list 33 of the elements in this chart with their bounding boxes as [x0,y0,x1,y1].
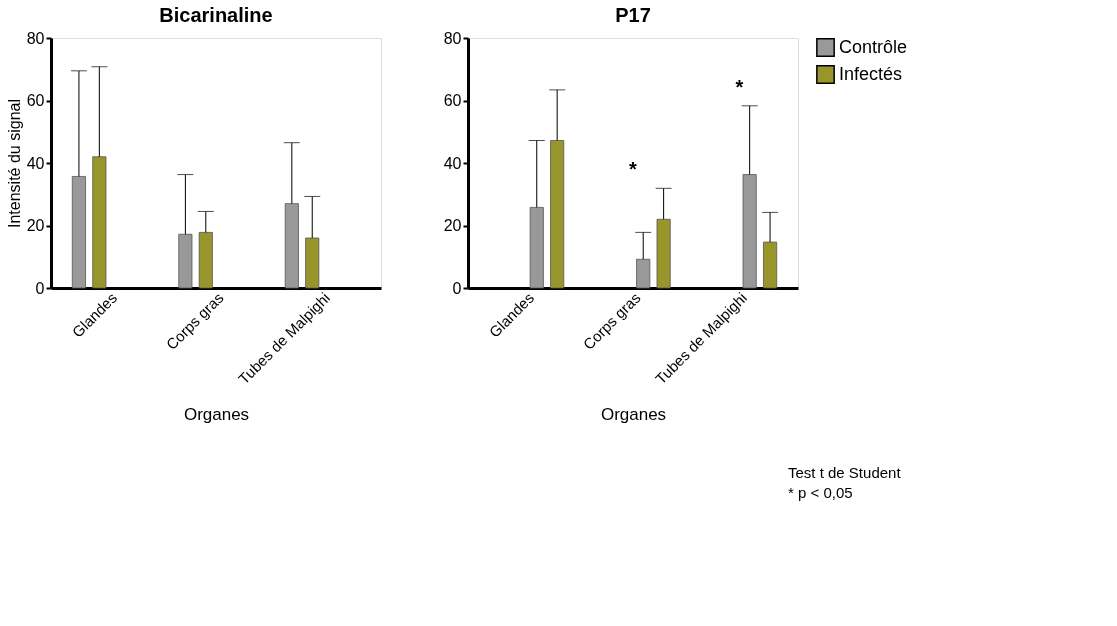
bar [656,218,671,289]
y-tick-label: 40 [443,154,462,172]
chart-title: Bicarinaline [159,4,273,26]
chart-title: P17 [615,4,651,26]
bar [284,203,299,289]
text: Test t de Student [788,464,902,481]
bar [763,241,778,289]
bar [178,233,193,289]
bar [529,206,544,289]
y-tick-label: 20 [443,217,462,234]
y-tick-label: 80 [443,29,462,47]
y-tick-label: 60 [26,92,45,109]
bar [198,231,213,289]
y-tick-label: 0 [452,279,462,297]
y-tick-label: 40 [26,154,45,172]
bar [636,258,651,289]
bar [550,140,565,289]
x-axis-title: Organes [183,405,250,425]
bar [742,174,757,289]
text: * p < 0,05 [788,484,853,501]
legend-label: Infectés [839,63,903,84]
annotation: * [629,158,638,181]
x-axis-title: Organes [600,405,667,425]
bar [92,156,107,289]
legend-label: Contrôle [839,36,908,57]
bar [305,237,320,289]
y-axis-title: Intensité du signal [5,99,23,228]
y-tick-label: 20 [26,217,45,234]
y-tick-label: 60 [443,92,462,109]
y-tick-label: 80 [26,29,45,47]
annotation: * [735,75,744,98]
bar [71,176,86,289]
y-tick-label: 0 [35,279,45,297]
